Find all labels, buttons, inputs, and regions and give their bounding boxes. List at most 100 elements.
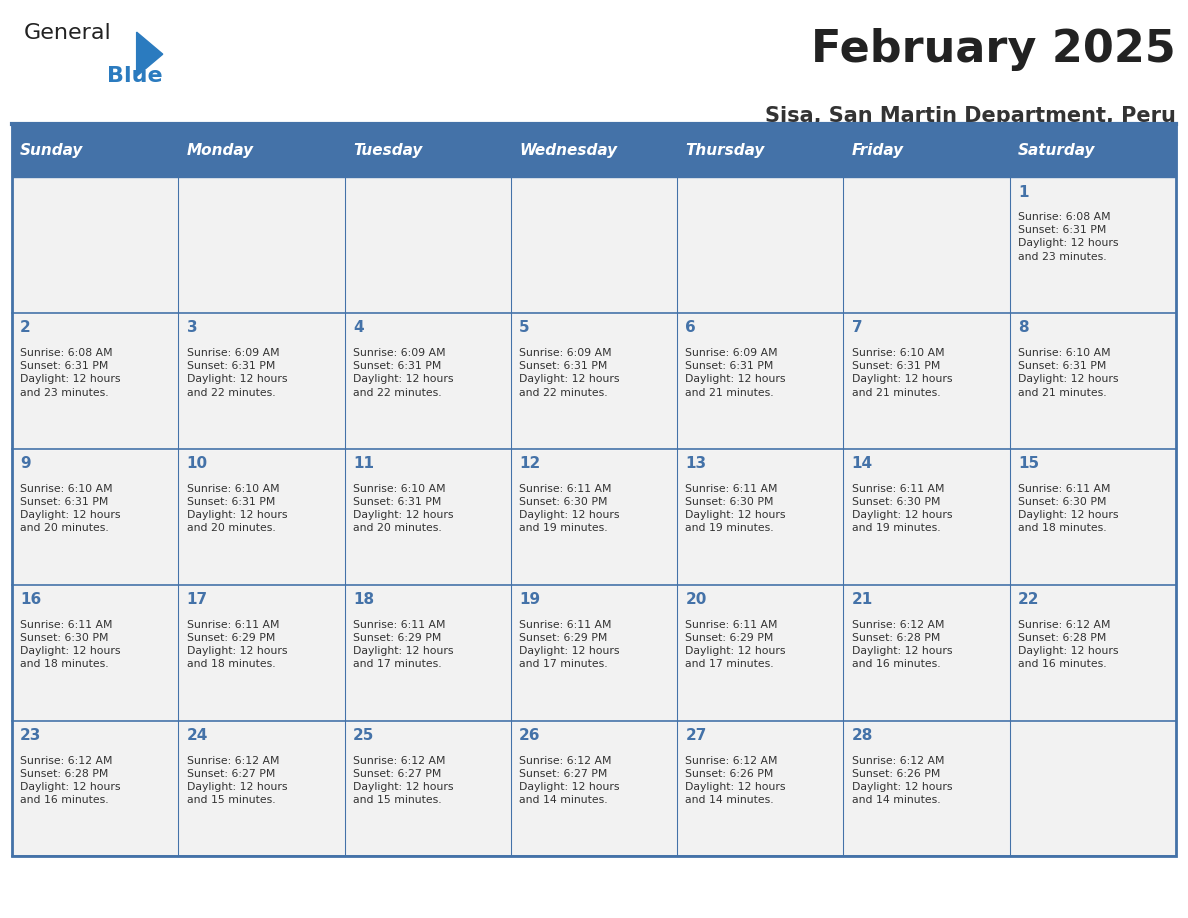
Text: Sunrise: 6:11 AM
Sunset: 6:29 PM
Daylight: 12 hours
and 17 minutes.: Sunrise: 6:11 AM Sunset: 6:29 PM Dayligh… [519, 620, 620, 669]
Text: Sunrise: 6:12 AM
Sunset: 6:27 PM
Daylight: 12 hours
and 15 minutes.: Sunrise: 6:12 AM Sunset: 6:27 PM Dayligh… [187, 756, 287, 805]
Text: 10: 10 [187, 456, 208, 471]
FancyBboxPatch shape [1010, 313, 1176, 449]
FancyBboxPatch shape [511, 313, 677, 449]
Text: Sunrise: 6:12 AM
Sunset: 6:27 PM
Daylight: 12 hours
and 14 minutes.: Sunrise: 6:12 AM Sunset: 6:27 PM Dayligh… [519, 756, 620, 805]
FancyBboxPatch shape [843, 721, 1010, 856]
Text: 21: 21 [852, 592, 873, 607]
Text: Sunrise: 6:11 AM
Sunset: 6:30 PM
Daylight: 12 hours
and 18 minutes.: Sunrise: 6:11 AM Sunset: 6:30 PM Dayligh… [1018, 484, 1119, 533]
Text: Sunrise: 6:12 AM
Sunset: 6:26 PM
Daylight: 12 hours
and 14 minutes.: Sunrise: 6:12 AM Sunset: 6:26 PM Dayligh… [685, 756, 786, 805]
Text: Sunrise: 6:10 AM
Sunset: 6:31 PM
Daylight: 12 hours
and 20 minutes.: Sunrise: 6:10 AM Sunset: 6:31 PM Dayligh… [187, 484, 287, 533]
FancyBboxPatch shape [12, 449, 178, 585]
Text: 27: 27 [685, 728, 707, 743]
Text: Sunrise: 6:11 AM
Sunset: 6:30 PM
Daylight: 12 hours
and 19 minutes.: Sunrise: 6:11 AM Sunset: 6:30 PM Dayligh… [519, 484, 620, 533]
FancyBboxPatch shape [843, 585, 1010, 721]
Text: Monday: Monday [187, 143, 254, 158]
FancyBboxPatch shape [843, 449, 1010, 585]
Text: Sunrise: 6:11 AM
Sunset: 6:29 PM
Daylight: 12 hours
and 17 minutes.: Sunrise: 6:11 AM Sunset: 6:29 PM Dayligh… [353, 620, 454, 669]
FancyBboxPatch shape [1010, 124, 1176, 177]
Text: 28: 28 [852, 728, 873, 743]
Text: Sisa, San Martin Department, Peru: Sisa, San Martin Department, Peru [765, 106, 1176, 126]
Text: 18: 18 [353, 592, 374, 607]
Text: Sunrise: 6:09 AM
Sunset: 6:31 PM
Daylight: 12 hours
and 22 minutes.: Sunrise: 6:09 AM Sunset: 6:31 PM Dayligh… [353, 348, 454, 397]
FancyBboxPatch shape [677, 721, 843, 856]
FancyBboxPatch shape [12, 313, 178, 449]
Text: Sunrise: 6:11 AM
Sunset: 6:30 PM
Daylight: 12 hours
and 19 minutes.: Sunrise: 6:11 AM Sunset: 6:30 PM Dayligh… [852, 484, 953, 533]
Text: Sunrise: 6:11 AM
Sunset: 6:29 PM
Daylight: 12 hours
and 17 minutes.: Sunrise: 6:11 AM Sunset: 6:29 PM Dayligh… [685, 620, 786, 669]
Text: 17: 17 [187, 592, 208, 607]
Text: Sunrise: 6:09 AM
Sunset: 6:31 PM
Daylight: 12 hours
and 22 minutes.: Sunrise: 6:09 AM Sunset: 6:31 PM Dayligh… [519, 348, 620, 397]
Text: 2: 2 [20, 320, 31, 335]
FancyBboxPatch shape [345, 177, 511, 313]
FancyBboxPatch shape [1010, 585, 1176, 721]
FancyBboxPatch shape [12, 124, 178, 177]
Text: Sunrise: 6:12 AM
Sunset: 6:28 PM
Daylight: 12 hours
and 16 minutes.: Sunrise: 6:12 AM Sunset: 6:28 PM Dayligh… [1018, 620, 1119, 669]
Text: 12: 12 [519, 456, 541, 471]
Text: 3: 3 [187, 320, 197, 335]
Text: Sunrise: 6:08 AM
Sunset: 6:31 PM
Daylight: 12 hours
and 23 minutes.: Sunrise: 6:08 AM Sunset: 6:31 PM Dayligh… [1018, 212, 1119, 262]
FancyBboxPatch shape [178, 449, 345, 585]
Text: 6: 6 [685, 320, 696, 335]
FancyBboxPatch shape [178, 124, 345, 177]
Text: 13: 13 [685, 456, 707, 471]
FancyBboxPatch shape [843, 177, 1010, 313]
FancyBboxPatch shape [511, 585, 677, 721]
FancyBboxPatch shape [1010, 721, 1176, 856]
FancyBboxPatch shape [345, 313, 511, 449]
Text: 14: 14 [852, 456, 873, 471]
Text: Sunrise: 6:12 AM
Sunset: 6:27 PM
Daylight: 12 hours
and 15 minutes.: Sunrise: 6:12 AM Sunset: 6:27 PM Dayligh… [353, 756, 454, 805]
Text: Sunrise: 6:12 AM
Sunset: 6:26 PM
Daylight: 12 hours
and 14 minutes.: Sunrise: 6:12 AM Sunset: 6:26 PM Dayligh… [852, 756, 953, 805]
FancyBboxPatch shape [677, 585, 843, 721]
FancyBboxPatch shape [511, 449, 677, 585]
FancyBboxPatch shape [677, 177, 843, 313]
FancyBboxPatch shape [178, 585, 345, 721]
Text: 25: 25 [353, 728, 374, 743]
Text: 15: 15 [1018, 456, 1040, 471]
Text: 7: 7 [852, 320, 862, 335]
FancyBboxPatch shape [345, 124, 511, 177]
Text: 1: 1 [1018, 185, 1029, 199]
Text: General: General [24, 23, 112, 43]
FancyBboxPatch shape [345, 449, 511, 585]
Text: Sunrise: 6:11 AM
Sunset: 6:30 PM
Daylight: 12 hours
and 18 minutes.: Sunrise: 6:11 AM Sunset: 6:30 PM Dayligh… [20, 620, 121, 669]
Text: 4: 4 [353, 320, 364, 335]
FancyBboxPatch shape [511, 124, 677, 177]
Text: Sunrise: 6:12 AM
Sunset: 6:28 PM
Daylight: 12 hours
and 16 minutes.: Sunrise: 6:12 AM Sunset: 6:28 PM Dayligh… [20, 756, 121, 805]
Text: Sunrise: 6:09 AM
Sunset: 6:31 PM
Daylight: 12 hours
and 22 minutes.: Sunrise: 6:09 AM Sunset: 6:31 PM Dayligh… [187, 348, 287, 397]
FancyBboxPatch shape [12, 177, 178, 313]
Text: Sunrise: 6:10 AM
Sunset: 6:31 PM
Daylight: 12 hours
and 21 minutes.: Sunrise: 6:10 AM Sunset: 6:31 PM Dayligh… [1018, 348, 1119, 397]
Text: Sunrise: 6:10 AM
Sunset: 6:31 PM
Daylight: 12 hours
and 20 minutes.: Sunrise: 6:10 AM Sunset: 6:31 PM Dayligh… [353, 484, 454, 533]
Text: Wednesday: Wednesday [519, 143, 618, 158]
Text: February 2025: February 2025 [811, 28, 1176, 71]
FancyBboxPatch shape [178, 177, 345, 313]
FancyBboxPatch shape [178, 721, 345, 856]
Text: 20: 20 [685, 592, 707, 607]
FancyBboxPatch shape [178, 313, 345, 449]
Text: 26: 26 [519, 728, 541, 743]
FancyBboxPatch shape [677, 124, 843, 177]
Text: 11: 11 [353, 456, 374, 471]
Text: 19: 19 [519, 592, 541, 607]
FancyBboxPatch shape [12, 721, 178, 856]
FancyBboxPatch shape [677, 313, 843, 449]
Text: Sunrise: 6:12 AM
Sunset: 6:28 PM
Daylight: 12 hours
and 16 minutes.: Sunrise: 6:12 AM Sunset: 6:28 PM Dayligh… [852, 620, 953, 669]
FancyBboxPatch shape [677, 449, 843, 585]
Text: 24: 24 [187, 728, 208, 743]
FancyBboxPatch shape [345, 721, 511, 856]
Text: Sunrise: 6:08 AM
Sunset: 6:31 PM
Daylight: 12 hours
and 23 minutes.: Sunrise: 6:08 AM Sunset: 6:31 PM Dayligh… [20, 348, 121, 397]
Text: Sunday: Sunday [20, 143, 83, 158]
FancyBboxPatch shape [345, 585, 511, 721]
Text: Tuesday: Tuesday [353, 143, 422, 158]
FancyBboxPatch shape [843, 124, 1010, 177]
Text: 5: 5 [519, 320, 530, 335]
Text: 23: 23 [20, 728, 42, 743]
Text: 9: 9 [20, 456, 31, 471]
Text: 8: 8 [1018, 320, 1029, 335]
FancyBboxPatch shape [12, 585, 178, 721]
Text: Sunrise: 6:10 AM
Sunset: 6:31 PM
Daylight: 12 hours
and 20 minutes.: Sunrise: 6:10 AM Sunset: 6:31 PM Dayligh… [20, 484, 121, 533]
FancyBboxPatch shape [1010, 177, 1176, 313]
Text: 22: 22 [1018, 592, 1040, 607]
Text: Saturday: Saturday [1018, 143, 1095, 158]
Text: Sunrise: 6:11 AM
Sunset: 6:29 PM
Daylight: 12 hours
and 18 minutes.: Sunrise: 6:11 AM Sunset: 6:29 PM Dayligh… [187, 620, 287, 669]
Text: Friday: Friday [852, 143, 904, 158]
FancyBboxPatch shape [511, 721, 677, 856]
